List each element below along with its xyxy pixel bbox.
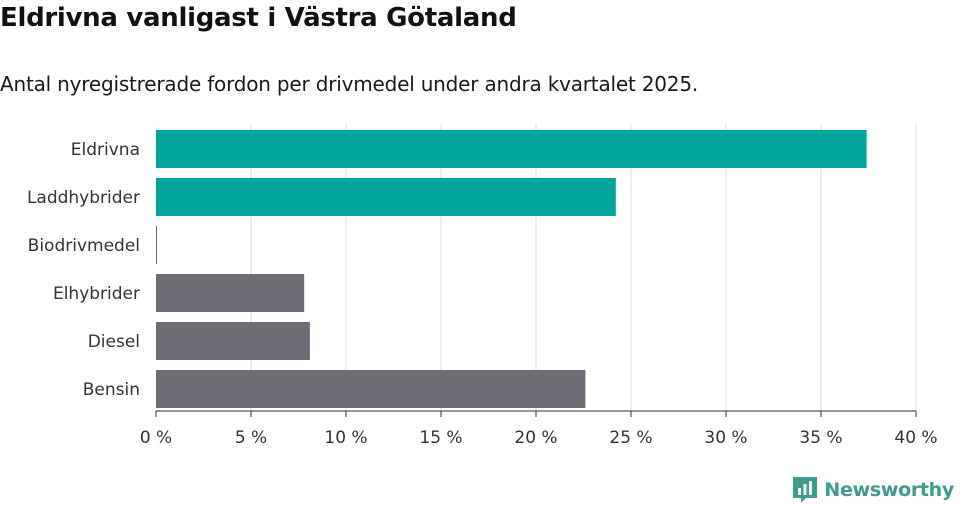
brand-name: Newsworthy: [824, 479, 954, 501]
x-tick-label: 35 %: [799, 428, 842, 448]
category-labels: Eldrivna Laddhybrider Biodrivmedel Elhybrid…: [27, 140, 140, 400]
x-tick-label: 10 %: [324, 428, 367, 448]
category-label: Bensin: [83, 380, 140, 400]
x-tick-label: 20 %: [514, 428, 557, 448]
bar-chart: Eldrivna Laddhybrider Biodrivmedel Elhybrid…: [27, 124, 938, 448]
bar-bensin: [156, 370, 586, 408]
bar-biodrivmedel: [156, 226, 157, 264]
bar-chart-logo-icon: [793, 477, 818, 503]
category-label: Eldrivna: [71, 140, 140, 160]
chart-title: Eldrivna vanligast i Västra Götaland: [0, 3, 517, 33]
gridlines: [250, 124, 917, 411]
brand-logo: Newsworthy: [792, 476, 954, 504]
x-tick-label: 40 %: [894, 428, 937, 448]
category-label: Laddhybrider: [27, 188, 140, 208]
bar-laddhybrider: [156, 178, 616, 216]
x-axis-ticks: 0 % 5 % 10 % 15 % 20 % 25 % 30 % 35 % 40 %: [140, 411, 938, 448]
x-tick-label: 25 %: [609, 428, 652, 448]
bar-elhybrider: [156, 274, 305, 312]
category-label: Diesel: [88, 332, 140, 352]
bar-diesel: [156, 322, 310, 360]
x-tick-label: 15 %: [419, 428, 462, 448]
category-label: Biodrivmedel: [28, 236, 140, 256]
bar-eldrivna: [156, 130, 867, 168]
x-tick-label: 30 %: [704, 428, 747, 448]
category-label: Elhybrider: [53, 284, 140, 304]
bars: [156, 130, 867, 408]
x-tick-label: 0 %: [140, 428, 172, 448]
chart-subtitle: Antal nyregistrerade fordon per drivmede…: [0, 72, 699, 96]
x-tick-label: 5 %: [235, 428, 267, 448]
